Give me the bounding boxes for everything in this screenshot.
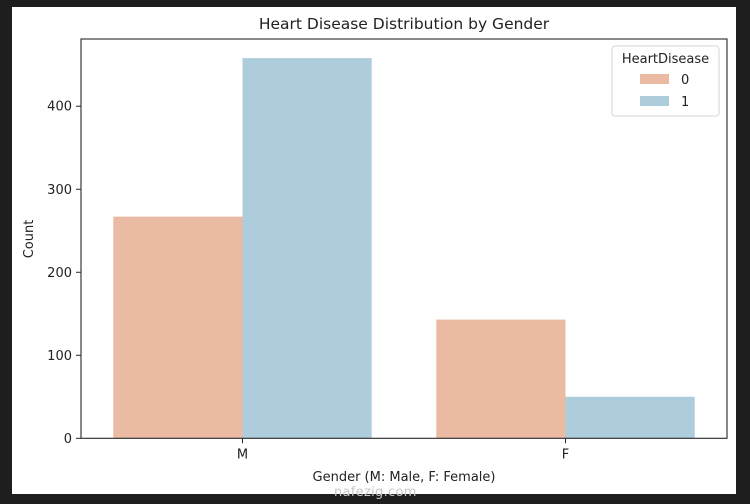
x-tick-label-F: F xyxy=(562,447,569,462)
legend-label-1: 1 xyxy=(681,95,689,110)
axes-frame xyxy=(80,38,728,439)
bar-M-1 xyxy=(242,58,372,439)
bar-M-0 xyxy=(113,216,243,439)
legend-title: HeartDisease xyxy=(622,52,709,67)
legend-swatch-1 xyxy=(640,96,669,106)
legend-label-0: 0 xyxy=(681,73,689,88)
chart-title: Heart Disease Distribution by Gender xyxy=(259,15,550,33)
y-tick-label: 200 xyxy=(47,266,72,281)
y-axis-label: Count xyxy=(22,220,37,259)
bar-F-1 xyxy=(565,396,695,439)
y-tick-label: 400 xyxy=(47,100,72,115)
bars-group xyxy=(113,58,695,439)
watermark-text: nafezig.com xyxy=(334,485,417,500)
x-axis-label: Gender (M: Male, F: Female) xyxy=(313,470,496,485)
x-tick-label-M: M xyxy=(237,447,248,462)
y-tick-label: 100 xyxy=(47,349,72,364)
y-tick-label: 300 xyxy=(47,183,72,198)
y-tick-label: 0 xyxy=(64,432,72,447)
legend-swatch-0 xyxy=(640,74,669,84)
bar-F-0 xyxy=(436,319,566,439)
legend: HeartDisease 0 1 xyxy=(611,45,720,117)
y-axis: 0 100 200 300 400 xyxy=(47,100,81,447)
